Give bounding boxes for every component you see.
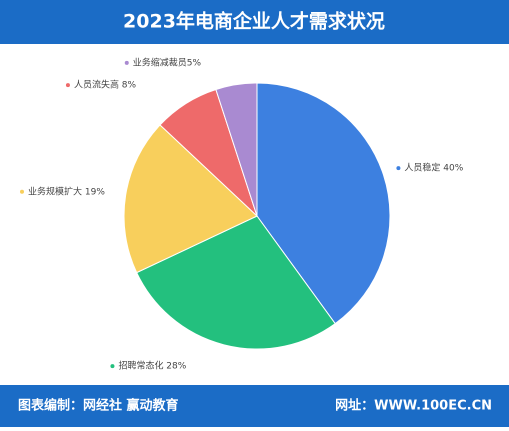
footer-right: 网址：WWW.100EC.CN: [335, 398, 492, 414]
pie-slice: [135, 215, 336, 350]
slice-label: 人员稳定 40%: [404, 162, 463, 174]
legend-dot: [396, 166, 401, 171]
legend-dot: [110, 364, 115, 369]
legend-dot: [65, 83, 70, 88]
pie-slice: [123, 124, 258, 274]
footer-left: 图表编制：网经社 赢动教育: [18, 398, 179, 414]
chart-title: 2023年电商企业人才需求状况: [123, 10, 385, 33]
footer-bar: [0, 385, 509, 427]
slice-label: 业务缩减裁员5%: [133, 56, 202, 68]
header-bar: [0, 0, 509, 44]
slice-label: 业务规模扩大 19%: [28, 185, 105, 197]
legend-dot: [20, 189, 24, 194]
slice-label: 人员流失高 8%: [74, 79, 137, 91]
slice-label: 招聘常态化 28%: [118, 360, 186, 372]
pie-slice: [215, 82, 258, 217]
legend-dot: [124, 60, 129, 65]
pie-slice: [256, 82, 391, 325]
